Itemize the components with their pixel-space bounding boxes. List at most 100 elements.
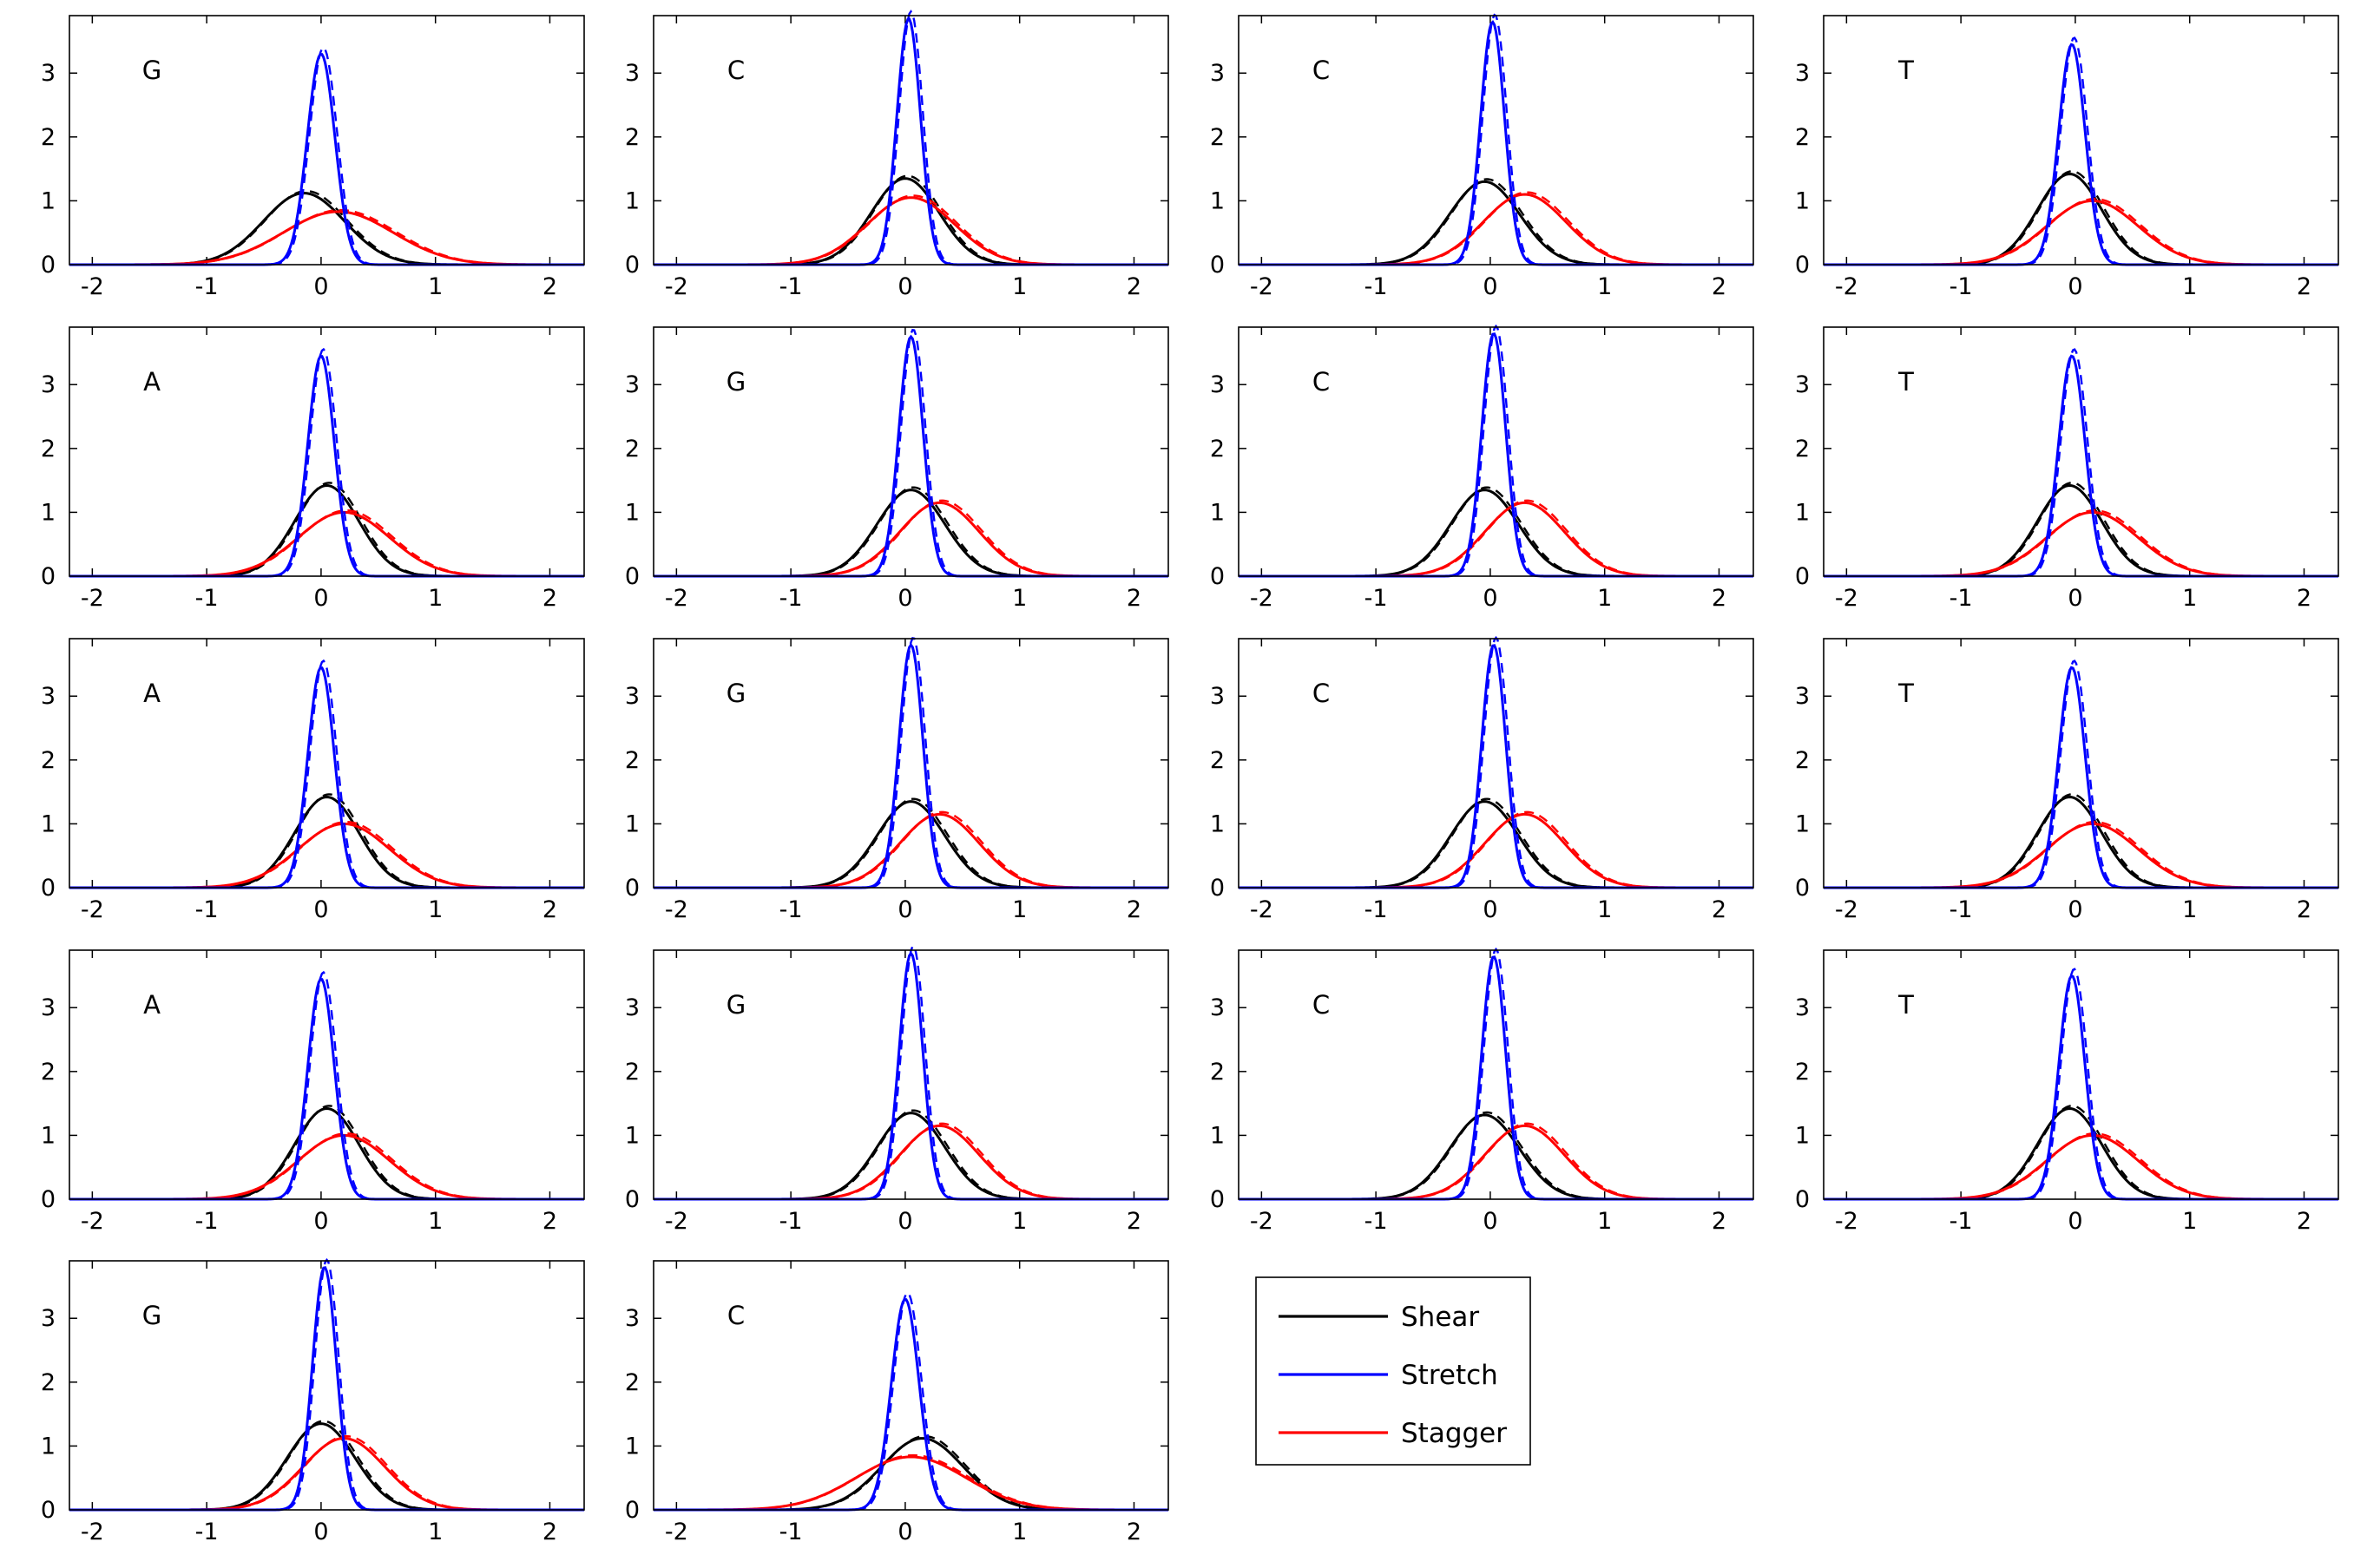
y-tick-label: 1 bbox=[625, 1433, 640, 1460]
x-tick-label: -1 bbox=[779, 585, 803, 612]
panel-label: T bbox=[1897, 679, 1914, 708]
x-tick-label: 2 bbox=[542, 896, 557, 923]
shear-curve bbox=[654, 1112, 1168, 1201]
x-tick-label: -1 bbox=[1950, 273, 1973, 300]
shear-curve bbox=[654, 177, 1168, 266]
x-tick-label: 1 bbox=[2182, 585, 2197, 612]
stagger-curve bbox=[69, 210, 584, 266]
x-tick-label: 2 bbox=[1127, 1208, 1141, 1235]
stretch-curve bbox=[69, 52, 584, 266]
panel-12: -2 -1 0 1 2 0 1 2 3 T bbox=[1795, 638, 2339, 923]
y-tick-label: 1 bbox=[41, 810, 56, 837]
panel-frame bbox=[69, 326, 585, 577]
x-tick-label: -1 bbox=[195, 1208, 219, 1235]
y-tick-label: 3 bbox=[625, 994, 640, 1021]
x-tick-label: 0 bbox=[898, 896, 912, 923]
stretch-curve bbox=[654, 1297, 1168, 1512]
x-tick-label: -2 bbox=[665, 1519, 688, 1545]
x-tick-label: -1 bbox=[1364, 1208, 1388, 1235]
y-tick-label: 1 bbox=[625, 187, 640, 214]
panel-13: -2 -1 0 1 2 0 1 2 3 A bbox=[41, 949, 585, 1235]
legend-label-stretch: Stretch bbox=[1401, 1360, 1498, 1391]
x-tick-label: -2 bbox=[1250, 896, 1273, 923]
stagger-curve-dashed bbox=[654, 499, 1168, 578]
y-tick-label: 1 bbox=[1210, 499, 1225, 526]
shear-curve bbox=[69, 795, 584, 889]
x-tick-label: 1 bbox=[1012, 273, 1027, 300]
x-tick-label: 1 bbox=[2182, 273, 2197, 300]
x-tick-label: 2 bbox=[1127, 1519, 1141, 1545]
x-tick-label: -2 bbox=[1835, 1208, 1858, 1235]
x-tick-label: 1 bbox=[1597, 585, 1612, 612]
x-tick-label: 2 bbox=[1712, 1208, 1726, 1235]
shear-curve bbox=[654, 1437, 1168, 1512]
x-tick-label: 2 bbox=[1712, 585, 1726, 612]
y-tick-label: 1 bbox=[625, 810, 640, 837]
y-tick-label: 3 bbox=[41, 1305, 56, 1332]
panel-frame bbox=[1823, 15, 2339, 266]
x-tick-label: 0 bbox=[313, 1519, 328, 1545]
y-tick-label: 0 bbox=[625, 563, 640, 590]
x-tick-label: -2 bbox=[1835, 896, 1858, 923]
stretch-curve-dashed bbox=[1239, 947, 1753, 1201]
y-tick-label: 2 bbox=[1210, 747, 1225, 774]
x-tick-label: -2 bbox=[1250, 585, 1273, 612]
x-tick-label: 2 bbox=[542, 273, 557, 300]
y-tick-label: 3 bbox=[1210, 371, 1225, 398]
panel-1: -2 -1 0 1 2 0 1 2 3 G bbox=[41, 15, 585, 300]
shear-curve-dashed bbox=[654, 1434, 1168, 1512]
stagger-curve bbox=[1824, 822, 2338, 889]
panel-18: -2 -1 0 1 2 0 1 2 3 C bbox=[625, 1260, 1169, 1545]
y-tick-label: 2 bbox=[1795, 747, 1810, 774]
shear-curve-dashed bbox=[1239, 486, 1753, 578]
stretch-curve-dashed bbox=[654, 10, 1168, 266]
x-tick-label: 0 bbox=[1483, 1208, 1497, 1235]
stagger-curve-dashed bbox=[1824, 1132, 2338, 1201]
stagger-curve-dashed bbox=[1824, 821, 2338, 889]
stagger-curve bbox=[1824, 199, 2338, 266]
shear-curve bbox=[1239, 489, 1753, 578]
y-tick-label: 2 bbox=[625, 1059, 640, 1086]
y-tick-label: 1 bbox=[1795, 810, 1810, 837]
shear-curve-dashed bbox=[1824, 1105, 2338, 1201]
stagger-curve-dashed bbox=[1239, 191, 1753, 266]
shear-curve-dashed bbox=[1824, 170, 2338, 266]
stagger-curve-dashed bbox=[1824, 198, 2338, 266]
panel-frame bbox=[1238, 949, 1754, 1200]
y-tick-label: 0 bbox=[1210, 252, 1225, 279]
stagger-curve bbox=[654, 196, 1168, 266]
shear-curve-dashed bbox=[1239, 797, 1753, 889]
x-tick-label: 1 bbox=[428, 1208, 443, 1235]
x-tick-label: -1 bbox=[779, 273, 803, 300]
shear-curve-dashed bbox=[1239, 1111, 1753, 1201]
x-tick-label: -1 bbox=[1364, 585, 1388, 612]
x-tick-label: 1 bbox=[2182, 1208, 2197, 1235]
x-tick-label: 0 bbox=[2068, 273, 2082, 300]
stagger-curve-dashed bbox=[69, 1434, 584, 1512]
stretch-curve-dashed bbox=[654, 945, 1168, 1201]
x-tick-label: 2 bbox=[542, 1519, 557, 1545]
stagger-curve bbox=[654, 501, 1168, 578]
x-tick-label: 2 bbox=[2297, 1208, 2311, 1235]
y-tick-label: 0 bbox=[41, 875, 56, 902]
panel-16: -2 -1 0 1 2 0 1 2 3 T bbox=[1795, 949, 2339, 1235]
x-tick-label: 2 bbox=[2297, 273, 2311, 300]
shear-curve bbox=[1239, 1113, 1753, 1201]
x-tick-label: -2 bbox=[665, 896, 688, 923]
panel-frame bbox=[69, 1260, 585, 1511]
shear-curve-dashed bbox=[69, 1105, 584, 1201]
y-tick-label: 2 bbox=[41, 1369, 56, 1396]
shear-curve-dashed bbox=[69, 482, 584, 578]
x-tick-label: 2 bbox=[542, 1208, 557, 1235]
x-tick-label: 1 bbox=[1012, 896, 1027, 923]
panel-frame bbox=[653, 949, 1169, 1200]
stagger-curve bbox=[1239, 1124, 1753, 1201]
x-tick-label: -1 bbox=[1364, 896, 1388, 923]
shear-curve bbox=[1239, 180, 1753, 266]
stretch-curve-dashed bbox=[1239, 13, 1753, 266]
stagger-curve bbox=[1824, 1133, 2338, 1201]
y-tick-label: 1 bbox=[41, 1122, 56, 1149]
panel-frame bbox=[69, 638, 585, 889]
y-tick-label: 0 bbox=[1210, 563, 1225, 590]
